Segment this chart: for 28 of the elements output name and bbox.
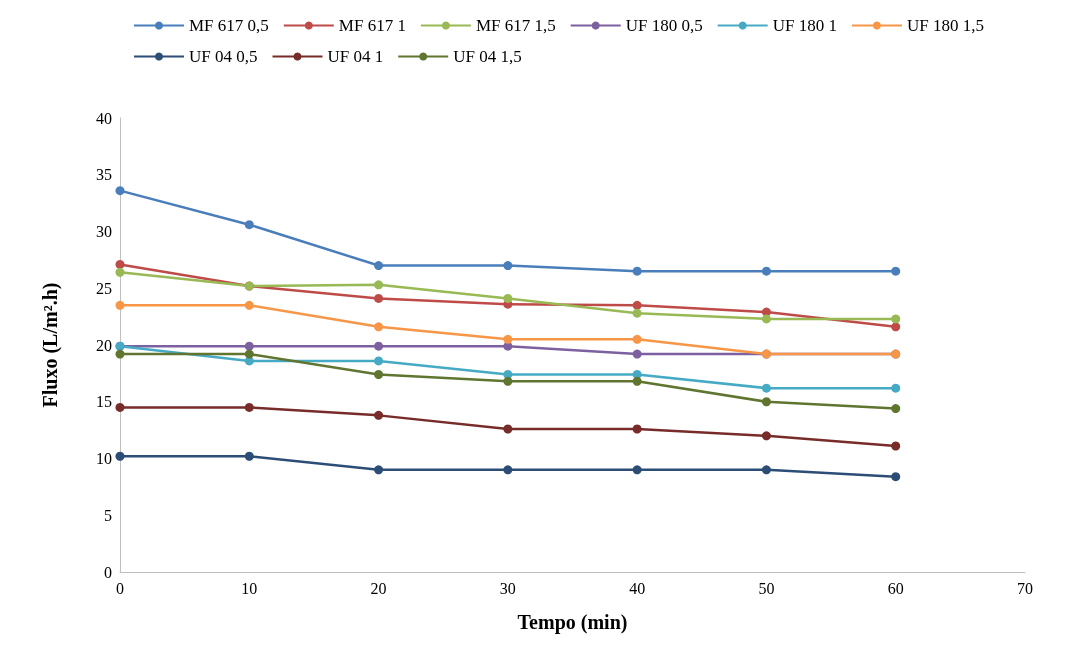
legend-label: UF 04 1,5 [453, 47, 522, 66]
y-tick-label: 5 [104, 506, 112, 524]
x-tick-label: 70 [1017, 579, 1033, 597]
y-tick-label: 25 [96, 279, 112, 297]
y-tick-label: 15 [96, 393, 112, 411]
x-axis-title: Tempo (min) [517, 611, 628, 634]
y-axis-title: Fluxo (L/m².h) [39, 282, 62, 408]
y-tick-label: 20 [96, 336, 112, 354]
legend-label: MF 617 1 [338, 16, 406, 35]
x-tick-label: 10 [241, 579, 258, 597]
x-tick-label: 50 [758, 579, 775, 597]
x-tick-label: 40 [629, 579, 646, 597]
legend-label: UF 04 1 [327, 47, 384, 66]
x-tick-label: 0 [116, 579, 124, 597]
y-tick-label: 35 [96, 166, 112, 184]
y-tick-label: 10 [96, 450, 112, 467]
y-tick-label: 40 [96, 109, 112, 127]
legend-label: UF 04 0,5 [189, 47, 258, 66]
x-tick-label: 20 [370, 579, 387, 597]
x-tick-label: 60 [887, 579, 904, 597]
y-tick-label: 0 [104, 563, 112, 581]
legend-label: UF 180 1,5 [906, 16, 984, 35]
legend-label: UF 180 0,5 [625, 16, 703, 35]
y-tick-label: 30 [96, 223, 112, 240]
legend-label: MF 617 0,5 [189, 16, 269, 35]
x-tick-label: 30 [499, 579, 516, 597]
legend-label: UF 180 1 [772, 16, 837, 35]
legend-label: MF 617 1,5 [475, 16, 556, 35]
